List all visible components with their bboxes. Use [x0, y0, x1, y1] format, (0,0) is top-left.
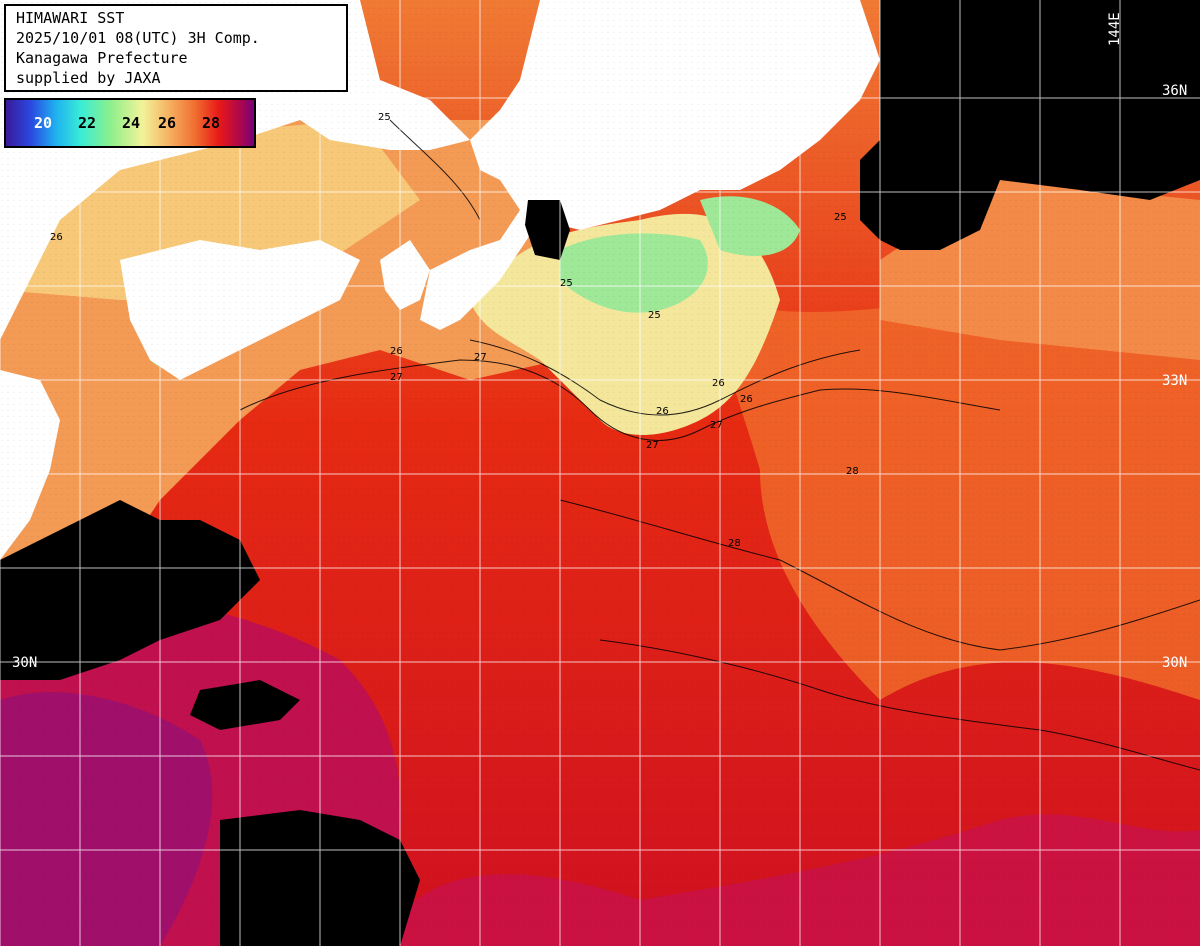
contour-label: 26 [390, 346, 403, 357]
contour-label: 27 [474, 352, 487, 363]
contour-26-line [469, 339, 861, 416]
lat-label-36n: 36N [1162, 83, 1188, 99]
contour-label: 25 [834, 212, 847, 223]
contour-label: 25 [378, 112, 391, 123]
contour-28-line [559, 499, 1200, 651]
contour-27-line [239, 359, 1001, 441]
contour-label: 27 [390, 372, 403, 383]
contour-label: 26 [712, 378, 725, 389]
contour-label: 26 [656, 406, 669, 417]
lat-label-33n: 33N [1162, 373, 1188, 389]
contour-label: 25 [560, 278, 573, 289]
contour-lines [239, 119, 1200, 771]
legend-tick: 28 [202, 114, 221, 132]
legend-tick: 22 [78, 114, 97, 132]
contour-28-line-2 [599, 639, 1200, 771]
map-title: HIMAWARI SST [16, 9, 125, 27]
contour-label: 25 [648, 310, 661, 321]
map-timestamp: 2025/10/01 08(UTC) 3H Comp. [16, 29, 260, 47]
contour-label: 27 [646, 440, 659, 451]
map-supplier: supplied by JAXA [16, 69, 161, 87]
contour-label: 28 [728, 538, 741, 549]
legend-tick: 26 [158, 114, 177, 132]
contour-label: 28 [846, 466, 859, 477]
legend-tick: 20 [34, 114, 53, 132]
legend-tick: 24 [122, 114, 141, 132]
lon-label-144e: 144E [1107, 12, 1123, 46]
temperature-legend: 20 22 24 26 28 [4, 98, 256, 148]
map-region: Kanagawa Prefecture [16, 49, 188, 67]
contour-label: 27 [710, 420, 723, 431]
lat-label-30n-right: 30N [1162, 655, 1188, 671]
lat-label-30n-left: 30N [12, 655, 38, 671]
contour-label: 26 [50, 232, 63, 243]
contour-label: 26 [740, 394, 753, 405]
map-info-box: HIMAWARI SST 2025/10/01 08(UTC) 3H Comp.… [4, 4, 348, 92]
